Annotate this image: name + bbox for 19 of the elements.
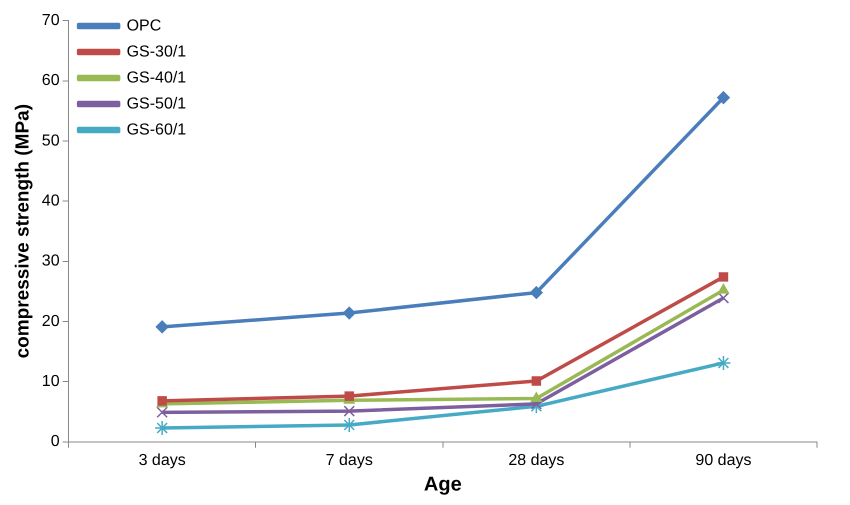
y-tick-label: 10 — [42, 373, 60, 390]
y-tick-label: 20 — [42, 312, 60, 330]
legend-label: OPC — [126, 17, 162, 34]
x-tick-label: 7 days — [326, 452, 373, 469]
x-axis-title: Age — [424, 474, 462, 496]
x-tick-label: 28 days — [508, 452, 564, 469]
x-tick-label: 90 days — [695, 452, 752, 469]
x-tick-label: 3 days — [138, 452, 186, 469]
y-tick-label: 60 — [42, 72, 60, 90]
y-tick-label: 0 — [50, 433, 60, 450]
legend-label: GS-60/1 — [126, 121, 186, 138]
y-tick-label: 30 — [42, 252, 60, 270]
y-tick-label: 70 — [42, 12, 60, 30]
legend-label: GS-40/1 — [126, 69, 186, 86]
legend-label: GS-30/1 — [126, 43, 186, 60]
legend-label: GS-50/1 — [126, 95, 186, 112]
y-tick-label: 50 — [42, 132, 60, 150]
y-axis-title: compressive strength (MPa) — [12, 104, 34, 358]
y-tick-label: 40 — [42, 192, 60, 210]
